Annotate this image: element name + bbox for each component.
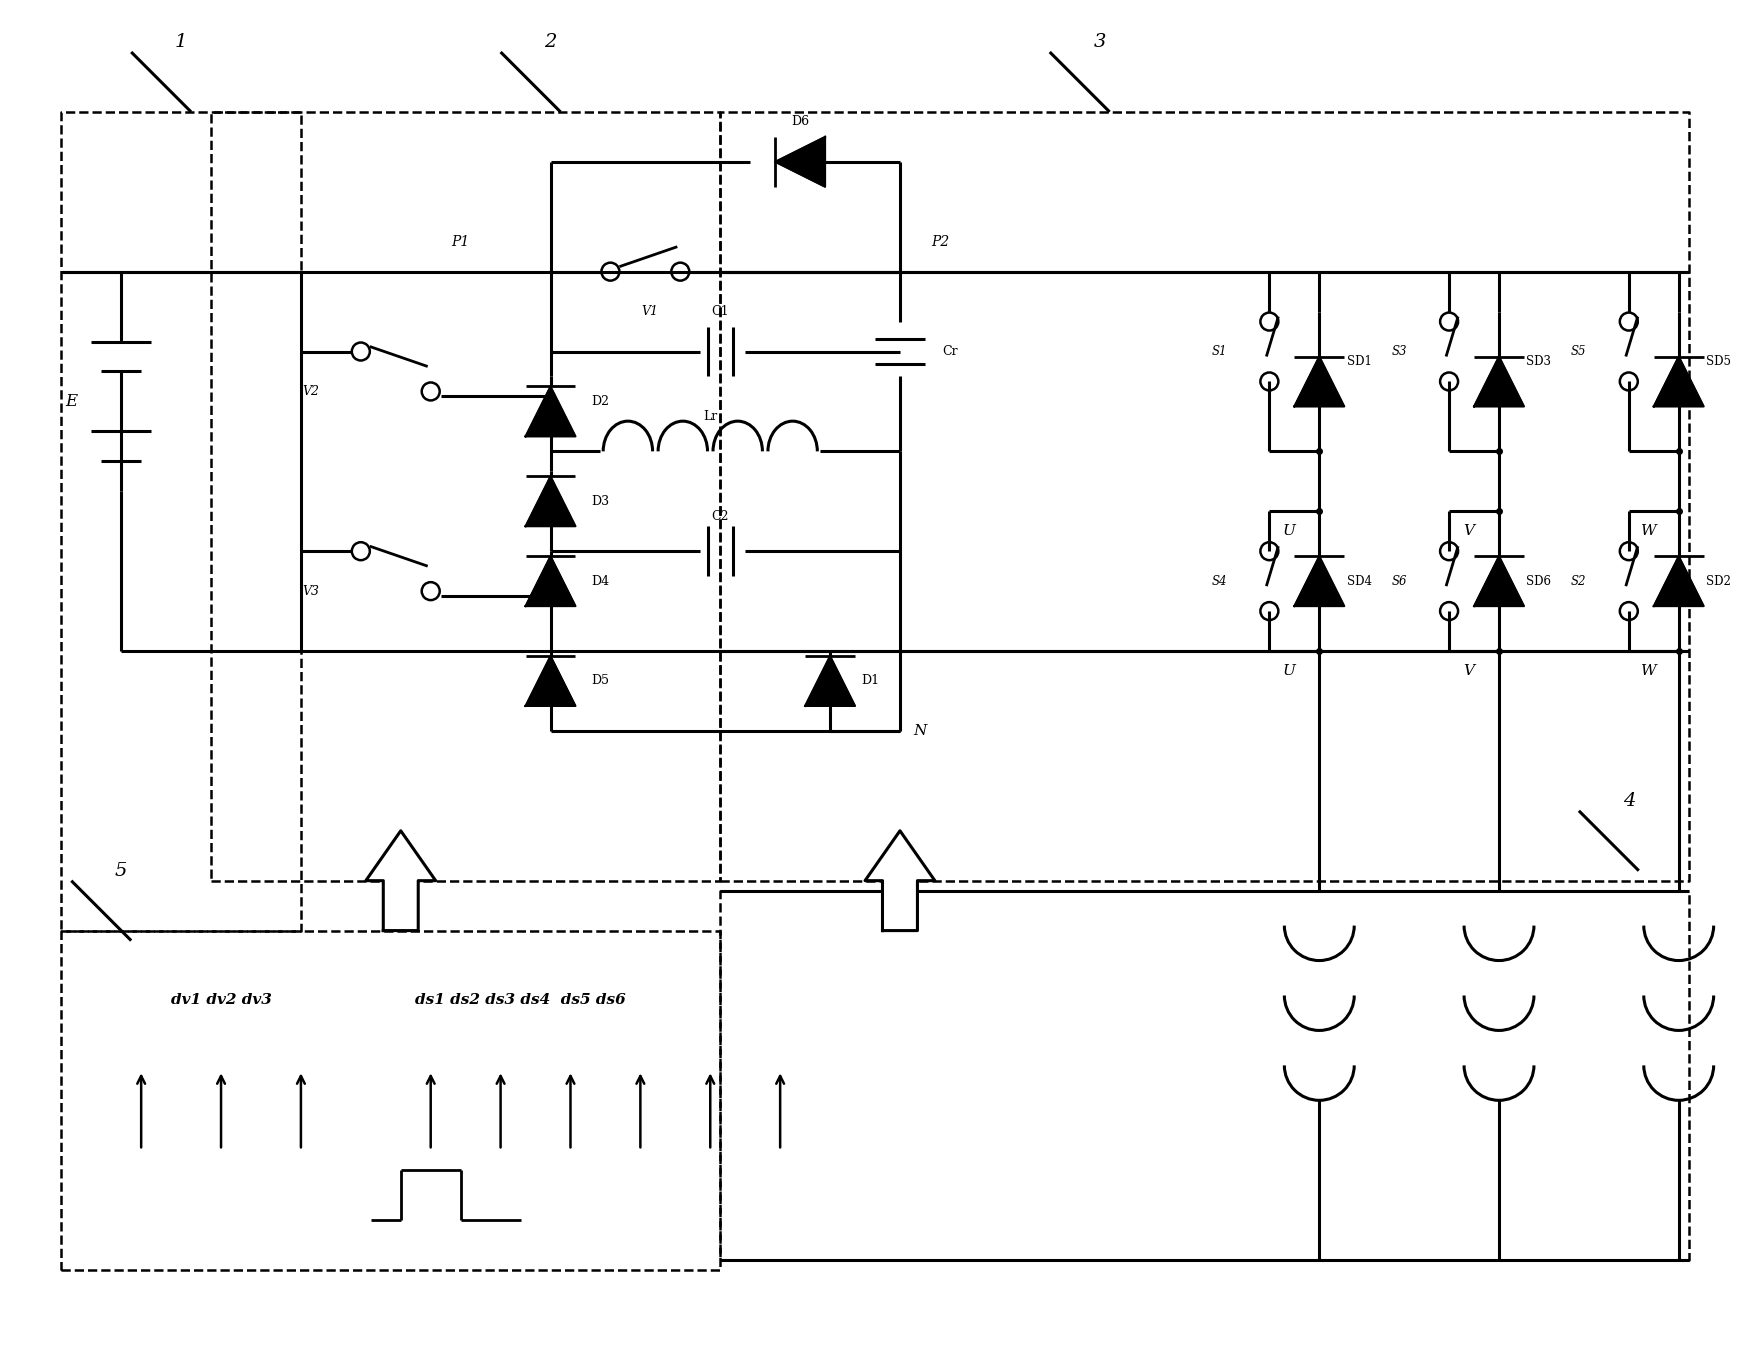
- Text: 5: 5: [116, 861, 128, 880]
- Text: V: V: [1463, 525, 1475, 538]
- Text: SD6: SD6: [1526, 575, 1552, 588]
- Text: 4: 4: [1622, 792, 1634, 810]
- Text: U: U: [1283, 664, 1295, 677]
- Text: Cr: Cr: [942, 345, 957, 358]
- Polygon shape: [525, 656, 576, 706]
- Text: D6: D6: [791, 115, 808, 128]
- Text: V1: V1: [642, 306, 658, 318]
- Text: S2: S2: [1572, 575, 1587, 588]
- Text: V: V: [1463, 664, 1475, 677]
- Polygon shape: [366, 830, 436, 930]
- Polygon shape: [1654, 357, 1704, 407]
- Polygon shape: [525, 476, 576, 526]
- Text: W: W: [1642, 525, 1657, 538]
- Text: P2: P2: [931, 235, 948, 249]
- Text: D3: D3: [592, 495, 609, 508]
- Text: dv1 dv2 dv3: dv1 dv2 dv3: [170, 994, 271, 1007]
- Text: P1: P1: [452, 235, 469, 249]
- Text: 3: 3: [1094, 32, 1106, 51]
- Polygon shape: [525, 387, 576, 437]
- Text: 1: 1: [175, 32, 187, 51]
- Text: D2: D2: [592, 395, 609, 408]
- Text: N: N: [914, 723, 926, 738]
- Polygon shape: [1295, 556, 1344, 606]
- Polygon shape: [1474, 556, 1524, 606]
- Polygon shape: [1474, 357, 1524, 407]
- Text: D4: D4: [592, 575, 609, 588]
- Text: S4: S4: [1211, 575, 1227, 588]
- Text: V2: V2: [303, 385, 320, 397]
- Text: S1: S1: [1211, 345, 1227, 358]
- Text: Lr: Lr: [704, 410, 717, 423]
- Text: E: E: [65, 393, 77, 410]
- Text: SD1: SD1: [1348, 356, 1372, 368]
- Text: 2: 2: [544, 32, 556, 51]
- Text: S3: S3: [1391, 345, 1407, 358]
- Text: D5: D5: [592, 675, 609, 688]
- Text: SD5: SD5: [1706, 356, 1731, 368]
- Polygon shape: [525, 556, 576, 606]
- Text: W: W: [1642, 664, 1657, 677]
- Text: S6: S6: [1391, 575, 1407, 588]
- Text: SD2: SD2: [1706, 575, 1731, 588]
- Polygon shape: [1654, 556, 1704, 606]
- Text: C2: C2: [712, 510, 730, 523]
- Text: C1: C1: [712, 306, 730, 318]
- Text: D1: D1: [861, 675, 878, 688]
- Text: SD4: SD4: [1348, 575, 1372, 588]
- Polygon shape: [775, 137, 824, 187]
- Text: SD3: SD3: [1526, 356, 1552, 368]
- Text: U: U: [1283, 525, 1295, 538]
- Polygon shape: [1295, 357, 1344, 407]
- Text: V3: V3: [303, 584, 320, 598]
- Text: S5: S5: [1572, 345, 1587, 358]
- Polygon shape: [864, 830, 934, 930]
- Text: ds1 ds2 ds3 ds4  ds5 ds6: ds1 ds2 ds3 ds4 ds5 ds6: [415, 994, 626, 1007]
- Polygon shape: [805, 656, 856, 706]
